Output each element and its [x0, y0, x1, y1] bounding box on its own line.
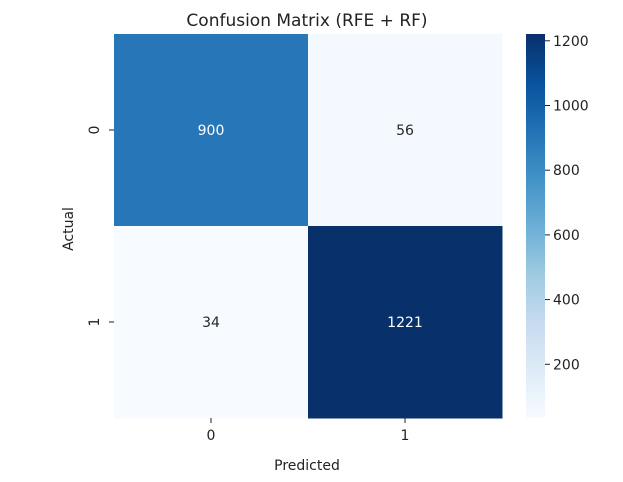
x-axis-label: Predicted — [274, 458, 340, 474]
y-axis-ticks: 01 — [87, 126, 114, 327]
colorbar-ticks: 200 400 600 800 1000 1200 — [545, 34, 589, 373]
heatmap-cell-labels: 900 56 34 1221 — [198, 123, 423, 331]
colorbar-tick-label-0: 200 — [553, 357, 580, 373]
colorbar-tick-label-1: 400 — [553, 293, 580, 309]
y-axis-label: Actual — [61, 207, 77, 251]
heatmap-cells — [114, 34, 503, 419]
heatmap-cell-1-0 — [114, 226, 309, 419]
x-tick-label-0: 0 — [207, 428, 216, 444]
x-tick-label-1: 1 — [401, 428, 410, 444]
heatmap-cell-1-1 — [308, 226, 503, 419]
colorbar-tick-label-2: 600 — [553, 228, 580, 244]
cell-value-1-1: 1221 — [387, 315, 423, 331]
heatmap-cell-0-0 — [114, 34, 309, 227]
colorbar — [526, 34, 545, 418]
cell-value-0-1: 56 — [396, 123, 414, 139]
cell-value-0-0: 900 — [198, 123, 225, 139]
colorbar-tick-label-3: 800 — [553, 163, 580, 179]
cell-value-1-0: 34 — [202, 315, 220, 331]
heatmap-cell-0-1 — [308, 34, 503, 227]
y-tick-label-1: 1 — [87, 318, 103, 327]
colorbar-tick-label-4: 1000 — [553, 98, 589, 114]
colorbar-tick-label-5: 1200 — [553, 34, 589, 50]
chart-title: Confusion Matrix (RFE + RF) — [186, 11, 427, 31]
y-tick-label-0: 0 — [87, 126, 103, 135]
